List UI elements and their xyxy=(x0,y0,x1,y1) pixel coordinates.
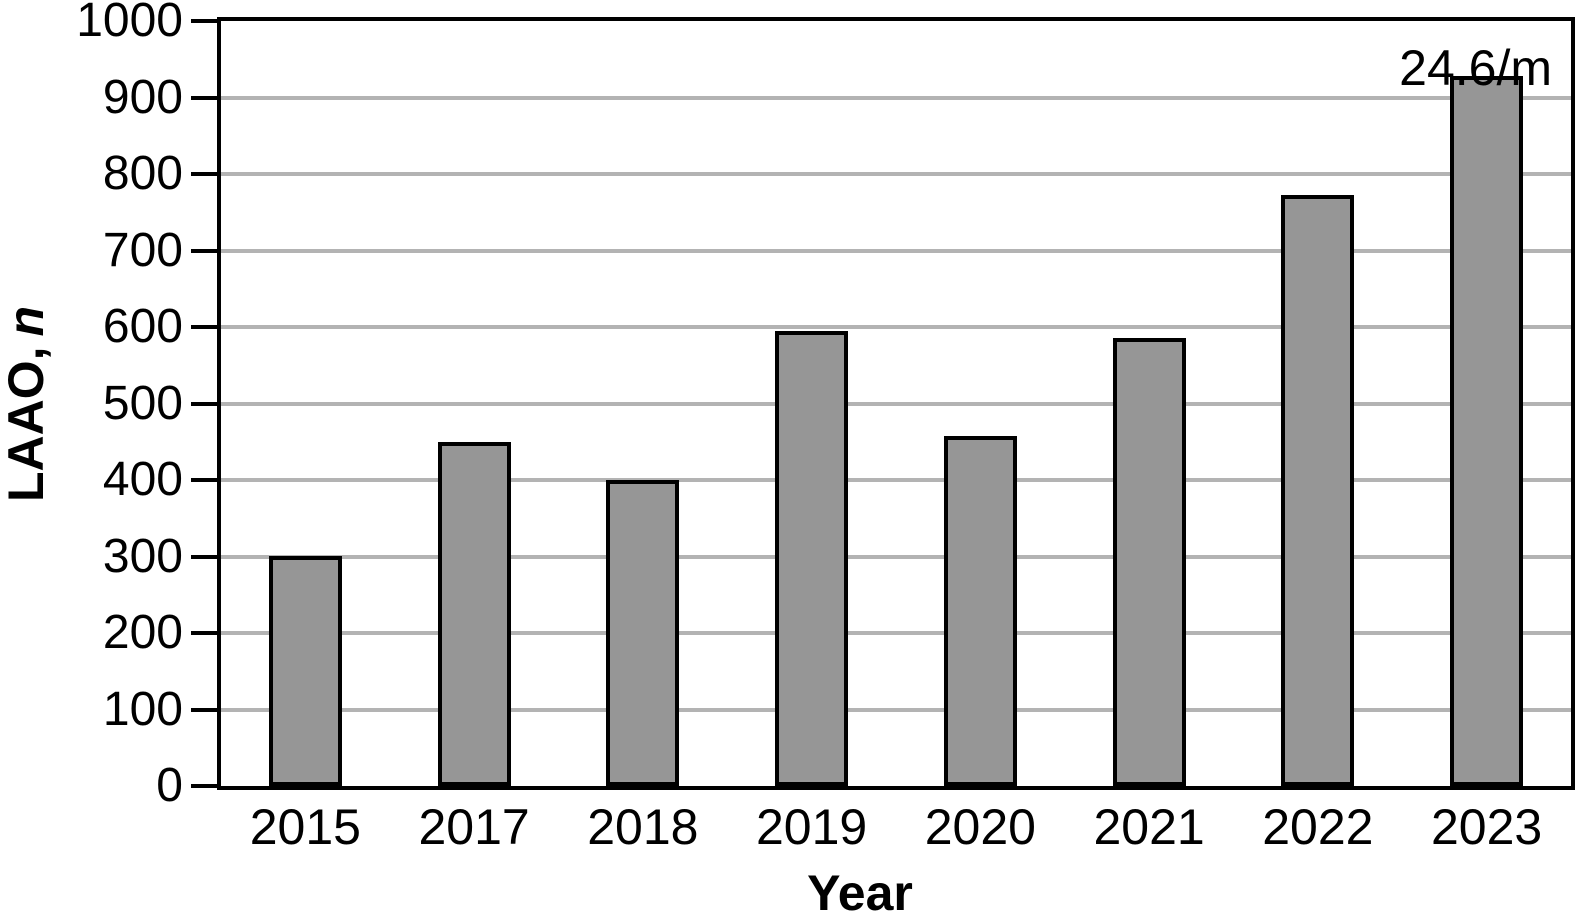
y-tick-label-400: 400 xyxy=(102,453,183,506)
bar-2018 xyxy=(606,480,680,786)
gridline-800 xyxy=(221,172,1571,176)
bar-2019 xyxy=(775,331,849,786)
x-tick-label-2022: 2022 xyxy=(1262,799,1374,855)
y-tick-700 xyxy=(191,248,217,253)
x-tick-label-2017: 2017 xyxy=(418,799,530,855)
bar-2022 xyxy=(1281,195,1355,786)
x-tick-label-2019: 2019 xyxy=(756,799,868,855)
y-tick-label-300: 300 xyxy=(102,529,183,583)
y-tick-100 xyxy=(191,707,217,712)
y-tick-label-1000: 1000 xyxy=(76,0,183,47)
y-tick-label-700: 700 xyxy=(102,223,183,277)
bar-2023 xyxy=(1450,76,1524,786)
y-tick-300 xyxy=(191,554,217,559)
gridline-900 xyxy=(221,95,1571,100)
y-tick-200 xyxy=(191,631,217,635)
bar-value-annotation: 24.6/m xyxy=(1399,40,1552,96)
x-tick-label-2015: 2015 xyxy=(249,799,361,855)
y-tick-label-900: 900 xyxy=(102,70,183,124)
gridline-700 xyxy=(221,248,1571,253)
gridline-300 xyxy=(221,554,1571,559)
x-tick-label-2018: 2018 xyxy=(587,799,699,855)
y-tick-label-800: 800 xyxy=(102,147,183,200)
bar-2020 xyxy=(943,436,1017,786)
y-tick-label-500: 500 xyxy=(102,376,183,430)
bar-2021 xyxy=(1112,338,1186,786)
plot-area: 24.6/m xyxy=(217,17,1575,790)
y-tick-800 xyxy=(191,172,217,176)
gridline-500 xyxy=(221,401,1571,406)
y-tick-900 xyxy=(191,95,217,100)
x-axis-title: Year xyxy=(807,865,913,921)
y-tick-label-0: 0 xyxy=(156,759,183,812)
x-tick-label-2020: 2020 xyxy=(924,799,1036,855)
y-tick-label-100: 100 xyxy=(102,682,183,736)
y-tick-500 xyxy=(191,401,217,406)
gridline-600 xyxy=(221,325,1571,329)
gridline-200 xyxy=(221,631,1571,635)
bar-2015 xyxy=(268,556,342,786)
y-tick-400 xyxy=(191,478,217,482)
gridline-100 xyxy=(221,707,1571,712)
gridline-400 xyxy=(221,478,1571,482)
y-tick-label-200: 200 xyxy=(102,606,183,659)
x-tick-label-2021: 2021 xyxy=(1093,799,1205,855)
y-tick-1000 xyxy=(191,19,217,23)
y-tick-600 xyxy=(191,325,217,329)
x-tick-label-2023: 2023 xyxy=(1431,799,1543,855)
bar-2017 xyxy=(437,442,511,786)
y-tick-label-600: 600 xyxy=(102,300,183,353)
y-tick-0 xyxy=(191,784,217,788)
